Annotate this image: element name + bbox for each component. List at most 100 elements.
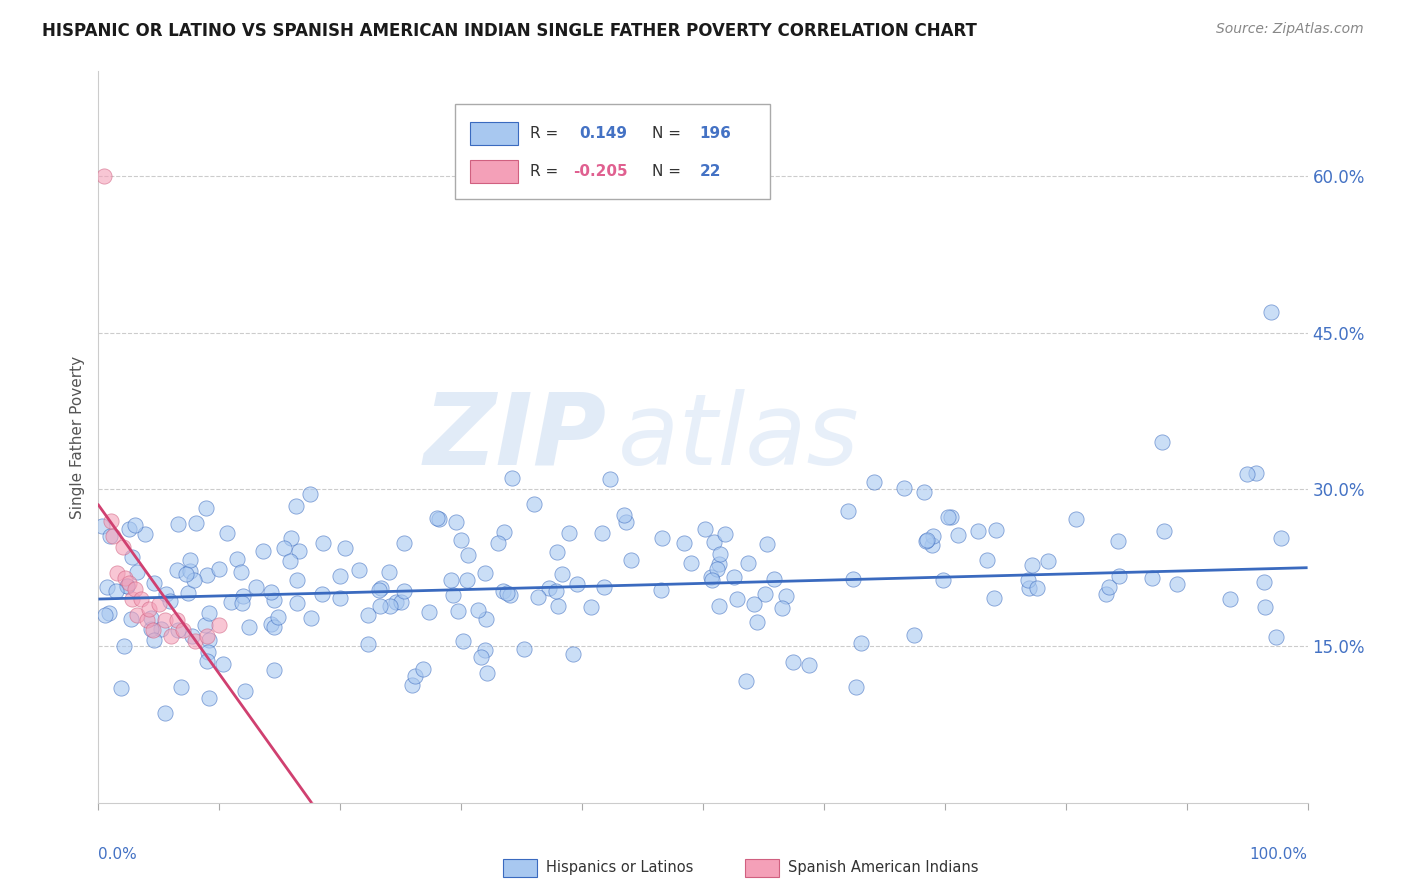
Point: [329, 591, 352, 605]
Point: [118, 522, 141, 536]
Point: [150, 622, 173, 636]
Point: [356, 637, 378, 651]
Point: [285, 596, 308, 610]
Point: [782, 656, 804, 670]
Point: [148, 597, 170, 611]
Point: [700, 570, 723, 584]
Point: [174, 566, 197, 581]
Point: [546, 584, 568, 599]
Point: [1152, 435, 1174, 450]
Point: [1219, 591, 1241, 606]
Point: [849, 636, 872, 650]
Point: [134, 527, 156, 541]
Point: [1244, 466, 1267, 480]
Point: [492, 524, 515, 539]
Point: [862, 475, 884, 490]
Point: [467, 603, 489, 617]
Point: [120, 611, 142, 625]
Bar: [470, 160, 517, 183]
Point: [1021, 558, 1043, 573]
Text: ZIP: ZIP: [423, 389, 606, 485]
Text: 100.0%: 100.0%: [1250, 847, 1308, 862]
Point: [492, 583, 515, 598]
Point: [263, 620, 285, 634]
Point: [101, 529, 124, 543]
Point: [1017, 573, 1039, 587]
Point: [551, 567, 574, 582]
Point: [238, 620, 260, 634]
Point: [936, 510, 959, 524]
Point: [915, 533, 938, 548]
Bar: [470, 122, 517, 145]
Point: [105, 566, 128, 580]
Point: [370, 582, 392, 596]
Point: [418, 606, 440, 620]
Point: [198, 606, 221, 620]
Point: [1153, 524, 1175, 539]
Point: [127, 607, 149, 622]
Point: [922, 529, 945, 543]
Point: [967, 524, 990, 539]
Point: [756, 537, 779, 551]
Point: [280, 531, 302, 545]
Point: [280, 554, 302, 568]
Point: [385, 595, 408, 609]
Point: [1025, 582, 1047, 596]
Point: [118, 576, 141, 591]
Point: [599, 472, 621, 486]
Point: [703, 534, 725, 549]
Point: [219, 594, 242, 608]
Point: [426, 510, 449, 524]
Point: [1108, 569, 1130, 583]
Point: [159, 593, 181, 607]
Point: [195, 654, 218, 668]
Point: [565, 576, 588, 591]
Bar: [745, 859, 779, 878]
Point: [734, 673, 756, 688]
Point: [259, 616, 281, 631]
Point: [312, 536, 335, 550]
Point: [97, 606, 120, 620]
Point: [742, 598, 765, 612]
Text: R =: R =: [530, 126, 558, 141]
Point: [976, 553, 998, 567]
Point: [714, 527, 737, 541]
Point: [311, 586, 333, 600]
Point: [179, 564, 201, 578]
Point: [211, 657, 233, 671]
Point: [357, 607, 380, 622]
Point: [526, 590, 548, 604]
Point: [329, 568, 352, 582]
Point: [915, 533, 938, 548]
Text: Spanish American Indians: Spanish American Indians: [787, 861, 979, 875]
Point: [745, 615, 768, 629]
Point: [762, 572, 785, 586]
Point: [285, 573, 308, 587]
Point: [707, 557, 730, 571]
Point: [1142, 571, 1164, 585]
Point: [498, 588, 520, 602]
Point: [285, 500, 308, 514]
Point: [267, 610, 290, 624]
Point: [229, 565, 252, 579]
Point: [368, 582, 391, 597]
Text: atlas: atlas: [619, 389, 860, 485]
Point: [620, 553, 643, 567]
Point: [474, 566, 496, 580]
Point: [333, 541, 356, 555]
Point: [921, 538, 943, 552]
Point: [986, 523, 1008, 537]
Point: [142, 632, 165, 647]
Point: [457, 548, 479, 562]
Point: [110, 681, 132, 695]
Point: [797, 657, 820, 672]
Point: [105, 583, 128, 598]
Point: [939, 509, 962, 524]
Point: [1270, 531, 1292, 545]
Point: [232, 589, 254, 603]
Point: [946, 528, 969, 542]
Point: [513, 641, 536, 656]
Point: [245, 580, 267, 594]
Point: [1236, 467, 1258, 481]
Point: [501, 471, 523, 485]
